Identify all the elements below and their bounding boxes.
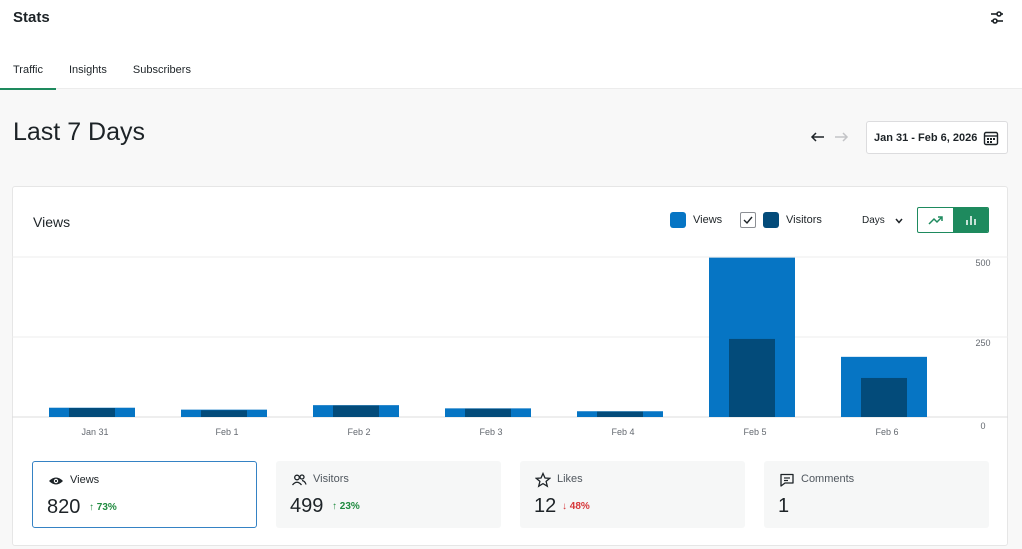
- visitors-bar: [69, 408, 115, 417]
- tab-subscribers[interactable]: Subscribers: [132, 64, 191, 76]
- stat-views[interactable]: Views 820 ↑ 73%: [32, 461, 257, 528]
- x-tick-label: Feb 3: [479, 427, 502, 437]
- x-tick-label: Jan 31: [81, 427, 108, 437]
- top-bar: Stats Traffic Insights Subscribers: [0, 0, 1022, 90]
- calendar-icon: [983, 131, 999, 146]
- stat-comments[interactable]: Comments 1: [764, 461, 989, 528]
- stat-label: Views: [70, 474, 100, 486]
- tab-bar: Traffic Insights Subscribers: [0, 52, 204, 90]
- chart-title: Views: [33, 214, 71, 230]
- y-tick-label: 500: [975, 258, 990, 268]
- next-period-button[interactable]: [832, 128, 850, 146]
- stat-value: 820: [47, 496, 81, 518]
- stat-value: 499: [290, 495, 324, 517]
- stat-value: 12: [534, 495, 557, 517]
- chevron-down-icon: [895, 218, 903, 224]
- checkmark-icon: [743, 216, 753, 225]
- date-range-picker[interactable]: Jan 31 - Feb 6, 2026: [866, 121, 1008, 154]
- legend-visitors[interactable]: Visitors: [740, 212, 822, 228]
- visitors-bar: [465, 408, 511, 417]
- arrow-right-icon: [835, 132, 849, 142]
- tab-traffic[interactable]: Traffic: [0, 52, 56, 90]
- stat-value: 1: [778, 495, 790, 517]
- legend-views: Views: [670, 212, 722, 228]
- line-chart-button[interactable]: [918, 208, 953, 232]
- stat-label: Likes: [557, 473, 583, 485]
- visitors-bar: [333, 405, 379, 417]
- stat-delta: ↓ 48%: [562, 501, 590, 512]
- bar-chart-button[interactable]: [953, 208, 988, 232]
- arrow-up-icon: ↑: [89, 502, 94, 513]
- visitors-bar: [201, 410, 247, 417]
- y-tick-label: 0: [980, 421, 985, 431]
- stat-visitors[interactable]: Visitors 499 ↑ 23%: [276, 461, 501, 528]
- legend-visitors-label: Visitors: [786, 214, 822, 226]
- stat-label: Visitors: [313, 473, 349, 485]
- stat-label: Comments: [801, 473, 855, 485]
- chart-type-toggle: [917, 207, 989, 233]
- arrow-down-icon: ↓: [562, 501, 567, 512]
- app-title: Stats: [13, 9, 50, 26]
- star-icon: [535, 472, 551, 488]
- settings-button[interactable]: [985, 8, 1009, 28]
- page-title: Last 7 Days: [13, 118, 146, 146]
- arrow-up-icon: ↑: [332, 501, 337, 512]
- trending-up-icon: [927, 216, 943, 225]
- stat-delta: ↑ 73%: [89, 502, 117, 513]
- tab-insights[interactable]: Insights: [68, 64, 107, 76]
- legend-views-label: Views: [693, 214, 723, 226]
- x-tick-label: Feb 6: [875, 427, 898, 437]
- sliders-icon: [991, 11, 1003, 24]
- stat-delta: ↑ 23%: [332, 501, 360, 512]
- date-range-label: Jan 31 - Feb 6, 2026: [874, 132, 978, 144]
- stat-likes[interactable]: Likes 12 ↓ 48%: [520, 461, 745, 528]
- visitors-bar: [729, 338, 775, 417]
- comment-icon: [780, 473, 794, 487]
- interval-select[interactable]: Days: [862, 215, 904, 226]
- y-tick-label: 250: [975, 338, 990, 348]
- views-swatch: [670, 212, 686, 228]
- bar-chart-icon: [965, 216, 976, 225]
- x-tick-label: Feb 5: [743, 427, 766, 437]
- people-icon: [291, 474, 307, 486]
- previous-period-button[interactable]: [809, 128, 827, 146]
- arrow-left-icon: [810, 132, 824, 142]
- views-bar-chart: 0 250 500 Jan 31 Feb 1 Feb 2 Feb 3 Feb 4 Feb 5 Fe…: [12, 256, 1008, 437]
- x-tick-label: Feb 2: [347, 427, 370, 437]
- visitors-bar: [861, 377, 907, 417]
- visitors-swatch: [763, 212, 779, 228]
- visitors-bar: [597, 411, 643, 417]
- eye-icon: [49, 477, 63, 485]
- x-tick-label: Feb 1: [215, 427, 238, 437]
- visitors-checkbox[interactable]: [740, 212, 756, 228]
- x-tick-label: Feb 4: [611, 427, 634, 437]
- interval-value: Days: [862, 215, 885, 226]
